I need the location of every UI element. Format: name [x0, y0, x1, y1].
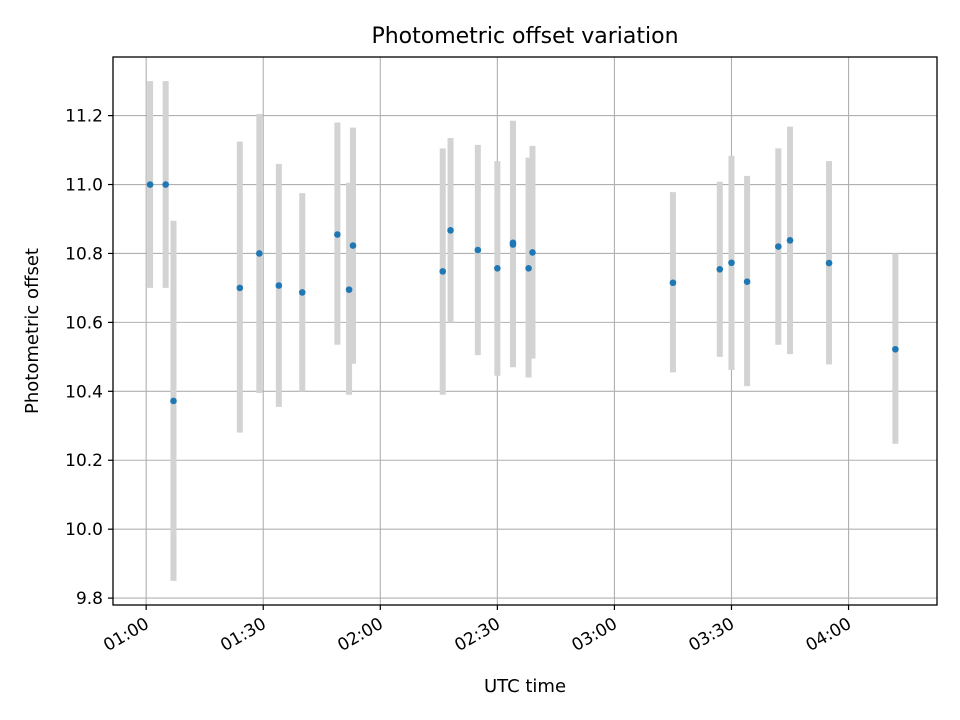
data-point	[256, 250, 263, 257]
y-tick-label: 10.0	[65, 520, 103, 540]
data-point	[509, 239, 517, 247]
data-point	[728, 259, 735, 267]
data-point	[275, 282, 283, 289]
y-tick-label: 11.2	[65, 107, 103, 127]
data-point	[349, 242, 357, 249]
data-point	[743, 278, 751, 286]
y-tick-label: 10.8	[65, 244, 103, 264]
data-point	[494, 264, 501, 272]
y-tick-label: 9.8	[76, 589, 103, 609]
y-axis-label: Photometric offset	[22, 248, 43, 414]
data-point	[146, 181, 154, 188]
data-point	[716, 266, 724, 273]
data-point	[345, 286, 353, 293]
data-point	[447, 227, 454, 234]
data-points	[146, 181, 899, 405]
data-point	[474, 246, 482, 254]
data-point	[170, 397, 177, 405]
data-point	[775, 243, 782, 250]
data-point	[892, 345, 899, 353]
chart-title: Photometric offset variation	[371, 24, 678, 49]
data-point	[236, 284, 244, 292]
data-point	[825, 259, 833, 267]
y-tick-label: 11.0	[65, 176, 103, 196]
data-point	[525, 264, 532, 272]
y-tick-label: 10.4	[65, 382, 103, 402]
data-point	[334, 231, 341, 238]
x-axis-label: UTC time	[484, 676, 566, 697]
data-point	[529, 249, 536, 256]
data-point	[298, 289, 306, 296]
data-point	[669, 279, 677, 287]
data-point	[162, 181, 169, 188]
plot-frame	[112, 56, 938, 606]
data-point	[439, 268, 447, 275]
data-point	[786, 237, 794, 244]
y-axis-ticks: 9.8 10.0 10.2 10.4 10.6 10.8 11.0 11.2	[65, 107, 113, 609]
y-tick-label: 10.6	[65, 313, 103, 333]
y-tick-label: 10.2	[65, 451, 103, 471]
